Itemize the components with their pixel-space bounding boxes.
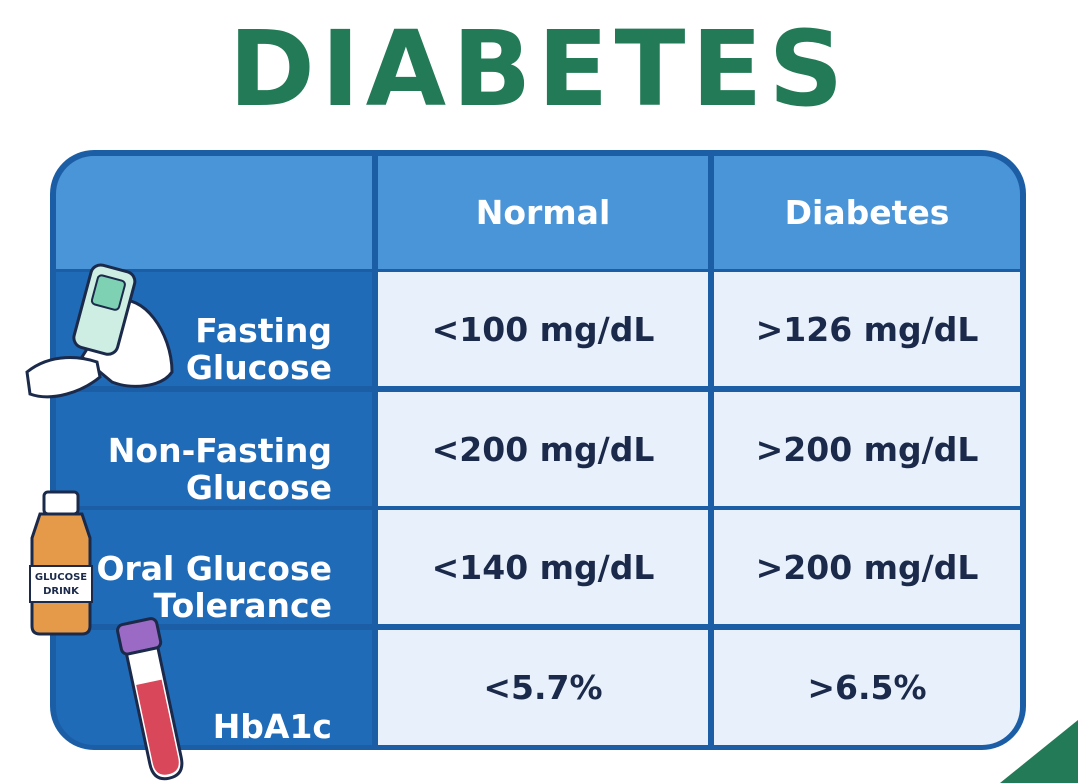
corner-decoration	[1000, 720, 1078, 783]
glucometer-icon	[25, 263, 174, 399]
table: Normal Diabetes Fasting Glucose <100 mg/dL >1…	[50, 150, 1026, 750]
bottle-label: DRINK	[43, 586, 80, 597]
title: DIABETES	[228, 8, 850, 130]
row-label-line: Tolerance	[153, 586, 332, 625]
row-label-line: HbA1c	[212, 707, 332, 746]
row-label-line: Glucose	[185, 468, 332, 507]
column-header: Normal	[378, 156, 708, 269]
value-cell: <5.7%	[378, 630, 708, 745]
row-label: HbA1c	[56, 630, 372, 745]
value-cell: >126 mg/dL	[714, 272, 1020, 386]
row-label-line: Non-Fasting	[107, 431, 332, 470]
value-cell: >6.5%	[714, 630, 1020, 745]
test-tube-icon	[116, 617, 184, 781]
row-label-line: Fasting	[195, 311, 332, 350]
value-cell: >200 mg/dL	[714, 392, 1020, 506]
header-corner	[56, 156, 372, 269]
row-label-line: Glucose	[185, 348, 332, 387]
row-label-line: Oral Glucose	[96, 549, 332, 588]
value-cell: <140 mg/dL	[378, 510, 708, 624]
row-label: Oral Glucose Tolerance	[56, 510, 372, 624]
value-cell: >200 mg/dL	[714, 510, 1020, 624]
value-cell: <100 mg/dL	[378, 272, 708, 386]
bottle-icon: GLUCOSE DRINK	[29, 490, 93, 636]
bottle-label: GLUCOSE	[35, 572, 87, 583]
value-cell: <200 mg/dL	[378, 392, 708, 506]
row-label: Non-Fasting Glucose	[56, 392, 372, 506]
column-header: Diabetes	[714, 156, 1020, 269]
